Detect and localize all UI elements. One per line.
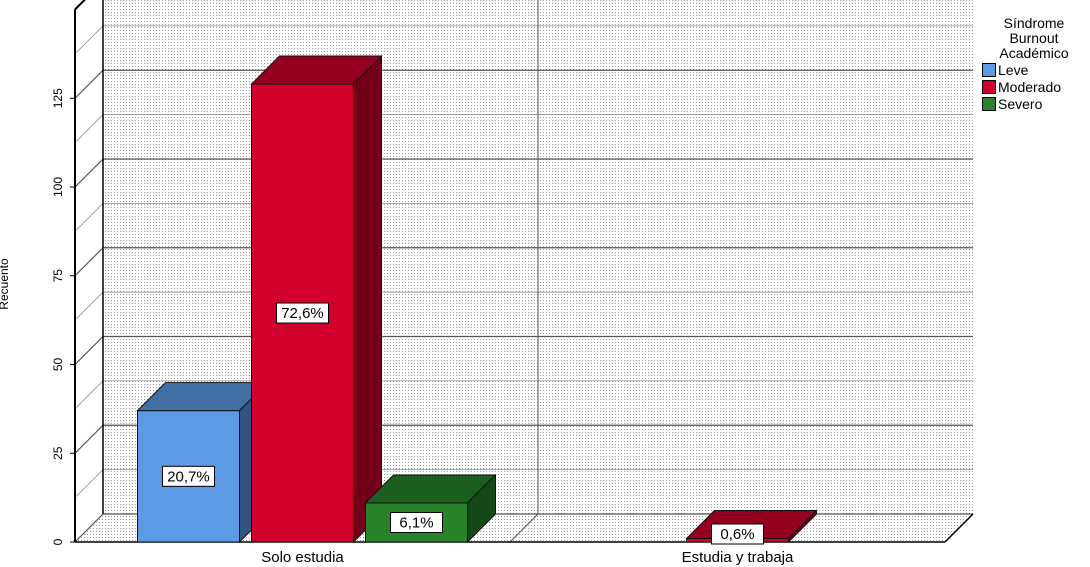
- gridline-diagonal: [74, 25, 104, 55]
- gridline-diagonal: [74, 469, 104, 498]
- gridline-diagonal: [74, 114, 104, 143]
- bar: 6,1%: [364, 473, 497, 544]
- bar-side: [788, 509, 817, 544]
- data-label-box: [390, 511, 443, 533]
- legend-swatch: [982, 79, 996, 94]
- data-label-box: [276, 302, 329, 324]
- legend-swatch: [982, 62, 996, 77]
- y-tick-label: 125: [51, 88, 65, 108]
- data-label: 6,1%: [399, 514, 433, 531]
- x-tick-label: Solo estudia: [261, 549, 344, 566]
- gridline-diagonal: [74, 69, 104, 99]
- legend: Síndrome Burnout Académico Leve Moderado S…: [980, 16, 1088, 112]
- gridline-diagonal: [74, 513, 104, 543]
- bar: 0,6%: [685, 509, 818, 545]
- bar-side: [467, 473, 496, 544]
- data-label: 0,6%: [720, 526, 754, 543]
- bar-side: [353, 54, 382, 544]
- gridline-diagonal: [74, 247, 104, 277]
- gridline-diagonal: [74, 380, 104, 410]
- y-tick-label: 25: [51, 446, 65, 460]
- legend-label: Leve: [998, 61, 1029, 78]
- y-tick-label: 50: [51, 358, 65, 372]
- y-axis-top: [74, 0, 86, 11]
- legend-label: Severo: [998, 95, 1043, 112]
- gridline-diagonal: [74, 336, 104, 365]
- gridline-diagonal: [74, 424, 104, 454]
- x-tick-label: Estudia y trabaja: [682, 549, 794, 566]
- bar-front: [251, 83, 354, 543]
- bar: 20,7%: [136, 381, 269, 544]
- y-axis-label: Recuento: [0, 258, 11, 310]
- legend-label: Moderado: [998, 78, 1062, 95]
- group-separator-floor: [509, 513, 539, 543]
- legend-swatch: [982, 96, 996, 111]
- y-tick-label: 100: [51, 177, 65, 197]
- bar: 72,6%: [250, 54, 383, 544]
- y-tick-label: 75: [51, 269, 65, 283]
- data-label: 20,7%: [167, 468, 210, 485]
- data-label-box: [162, 465, 215, 487]
- data-label-box: [711, 523, 764, 545]
- gridline-diagonal: [74, 203, 104, 232]
- floor-right-edge: [944, 513, 974, 543]
- gridline-diagonal: [74, 158, 104, 188]
- data-label: 72,6%: [281, 305, 324, 322]
- legend-item: Leve: [982, 61, 1088, 78]
- legend-title: Síndrome Burnout Académico: [999, 15, 1069, 61]
- y-tick-label: 0: [51, 538, 65, 545]
- legend-item: Severo: [982, 95, 1088, 112]
- legend-item: Moderado: [982, 78, 1088, 95]
- gridline-diagonal: [74, 291, 104, 321]
